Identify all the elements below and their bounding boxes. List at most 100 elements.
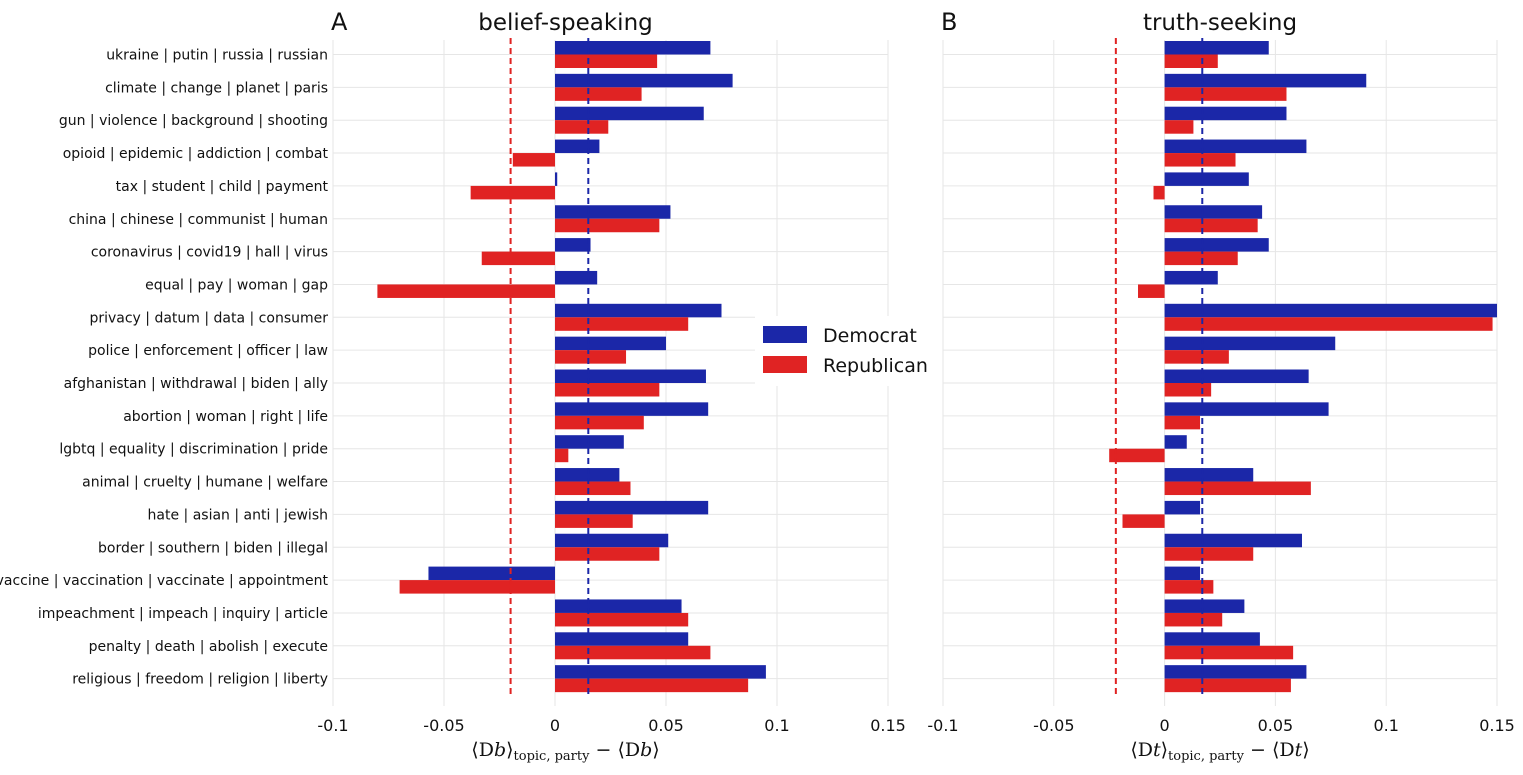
panel-b-bar-democrat-16 [1164,566,1201,581]
panel-b-bar-democrat-12 [1164,435,1187,449]
panel-a-bar-republican-17 [555,612,689,627]
panel-a-bar-democrat-12 [555,435,624,449]
panel-a-bar-republican-6 [481,251,555,266]
category-label-19: religious | freedom | religion | liberty [72,672,328,688]
panel-b-title: truth-seeking [1143,10,1297,36]
panel-b-bar-democrat-2 [1164,106,1287,121]
panel-b-bar-democrat-4 [1164,172,1249,186]
panel-a-bar-democrat-5 [555,205,671,219]
panel-b-bar-republican-0 [1164,54,1218,68]
panel-a-bar-republican-10 [555,383,660,397]
panel-a-xtick-label-4: 0.1 [764,716,789,735]
panel-b-xtick-label-3: 0.05 [1258,716,1294,735]
legend-label-republican: Republican [823,355,928,377]
category-label-2: gun | violence | background | shooting [59,113,328,129]
category-label-1: climate | change | planet | paris [105,80,328,96]
panel-b-bar-republican-10 [1164,383,1212,397]
category-label-0: ukraine | putin | russia | russian [106,48,328,64]
panel-a-bar-republican-14 [555,514,633,528]
legend-swatch-republican [763,356,807,373]
panel-a-bar-democrat-8 [555,303,722,318]
panel-a-xtick-label-2: 0 [550,716,560,735]
category-label-17: impeachment | impeach | inquiry | articl… [38,606,328,622]
panel-a-xtick-label-3: 0.05 [648,716,684,735]
panel-a-bar-democrat-14 [555,500,709,515]
category-label-18: penalty | death | abolish | execute [89,639,328,655]
category-label-11: abortion | woman | right | life [123,409,328,425]
panel-b-xtick-label-4: 0.1 [1373,716,1398,735]
panel-b-bar-democrat-6 [1164,238,1269,252]
panel-a-bar-republican-12 [555,448,569,463]
panel-b-bar-republican-7 [1138,284,1165,298]
panel-a-bar-democrat-13 [555,468,620,482]
panel-a-bar-democrat-2 [555,106,704,121]
panel-a-xlabel: ⟨Db⟩topic, party − ⟨Db⟩ [471,739,659,764]
panel-b-xtick-label-2: 0 [1160,716,1170,735]
category-label-9: police | enforcement | officer | law [88,343,328,359]
panel-b-bar-republican-1 [1164,87,1287,101]
panel-b-bar-democrat-14 [1164,500,1201,515]
legend-swatch-democrat [763,326,807,343]
panel-a-bar-democrat-15 [555,533,669,548]
panel-a-bar-democrat-1 [555,73,733,88]
panel-a-xtick-label-1: -0.05 [423,716,464,735]
legend-label-democrat: Democrat [823,325,917,347]
category-label-16: vaccine | vaccination | vaccinate | appo… [0,573,329,589]
panel-b-letter: B [941,8,957,36]
panel-b-bar-republican-18 [1164,645,1294,660]
category-label-3: opioid | epidemic | addiction | combat [63,146,329,162]
panel-b-bar-republican-4 [1153,185,1165,200]
panel-a-bar-democrat-3 [555,139,600,154]
panel-b-bar-democrat-15 [1164,533,1302,548]
panel-a-bar-republican-0 [555,54,658,68]
panel-b-bar-republican-5 [1164,218,1258,233]
panel-b-bar-democrat-7 [1164,270,1218,285]
panel-a-bar-democrat-4 [555,172,558,186]
panel-b-bar-republican-11 [1164,415,1201,430]
panel-b-bar-democrat-13 [1164,468,1254,482]
panel-a-bar-democrat-9 [555,336,666,351]
panel-a-bar-democrat-7 [555,270,598,285]
panel-a-bar-democrat-11 [555,402,709,416]
panel-a-bar-democrat-17 [555,599,682,613]
panel-a-xtick-label-0: -0.1 [317,716,348,735]
panel-a-bar-democrat-16 [428,566,555,581]
panel-b-xlabel: ⟨Dt⟩topic, party − ⟨Dt⟩ [1130,739,1309,764]
panel-a-bar-democrat-0 [555,41,711,55]
panel-a-bar-democrat-10 [555,369,706,383]
category-label-7: equal | pay | woman | gap [145,277,328,293]
panel-b-bar-republican-9 [1164,350,1229,364]
panel-a-bar-republican-3 [512,153,555,167]
panel-b-bar-republican-2 [1164,120,1194,134]
panel-a-bar-republican-13 [555,481,631,496]
category-label-5: china | chinese | communist | human [69,212,328,228]
panel-a-bar-republican-5 [555,218,660,233]
panel-b-bar-democrat-3 [1164,139,1307,154]
panel-b-bar-republican-19 [1164,678,1291,693]
panel-b-bar-republican-15 [1164,547,1254,561]
category-label-8: privacy | datum | data | consumer [89,310,328,326]
panel-a-bar-republican-2 [555,120,609,134]
panel-a-bar-democrat-19 [555,665,766,679]
panel-a-bar-republican-8 [555,317,689,331]
panel-b-bar-republican-12 [1109,448,1165,463]
category-label-12: lgbtq | equality | discrimination | prid… [59,442,328,458]
category-label-15: border | southern | biden | illegal [98,540,328,556]
panel-a-bar-republican-11 [555,415,644,430]
panel-a-bar-republican-18 [555,645,711,660]
panel-b-bar-democrat-5 [1164,205,1263,219]
panel-b-bar-republican-13 [1164,481,1311,496]
panel-a-bar-democrat-6 [555,238,591,252]
panel-b-bar-democrat-0 [1164,41,1269,55]
panel-b-bar-democrat-1 [1164,73,1367,88]
panel-b-bar-democrat-10 [1164,369,1309,383]
panel-a-title: belief-speaking [478,10,653,36]
panel-b-bar-democrat-8 [1164,303,1497,318]
category-label-4: tax | student | child | payment [116,179,329,195]
panel-b-bar-republican-14 [1122,514,1165,528]
panel-a-bar-republican-16 [399,580,555,594]
panel-a-bar-republican-15 [555,547,660,561]
panel-b-bar-democrat-11 [1164,402,1329,416]
panel-a-bar-democrat-18 [555,632,689,646]
